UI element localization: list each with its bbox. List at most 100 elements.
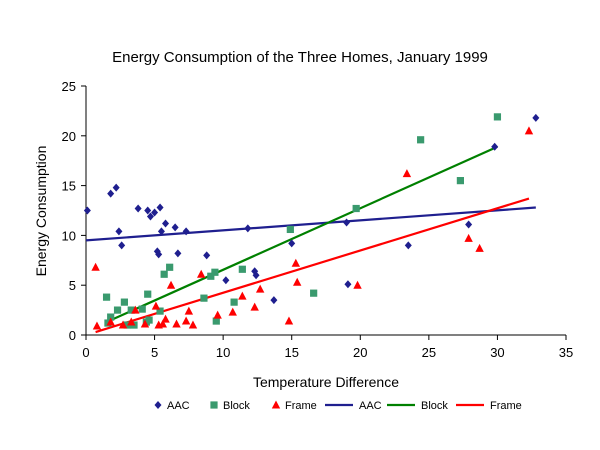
- data-point-block: [211, 268, 219, 276]
- data-point-aac: [112, 183, 120, 192]
- legend-label: AAC: [359, 400, 382, 412]
- y-tick-label: 25: [62, 79, 76, 94]
- legend-item-frame-scatter: Frame: [271, 400, 317, 412]
- data-point-frame: [188, 320, 198, 329]
- data-point-frame: [250, 302, 259, 311]
- x-tick-label: 25: [422, 345, 436, 360]
- data-point-frame: [291, 258, 301, 267]
- data-point-aac: [144, 206, 152, 215]
- fit-lines: [85, 145, 536, 334]
- legend-item-aac-line: AAC: [325, 400, 382, 412]
- data-point-aac: [343, 218, 351, 227]
- data-point-aac: [157, 227, 165, 236]
- legend-marker-block: [210, 401, 218, 409]
- data-point-frame: [213, 310, 222, 319]
- data-point-frame: [161, 314, 170, 323]
- legend-marker-aac: [154, 401, 162, 409]
- data-point-frame: [166, 280, 176, 289]
- data-point-block: [113, 306, 122, 314]
- data-point-block: [127, 306, 135, 314]
- data-point-block: [120, 298, 128, 306]
- data-point-frame: [106, 317, 115, 326]
- data-point-aac: [404, 241, 412, 250]
- data-point-block: [166, 263, 174, 271]
- data-point-frame: [92, 321, 102, 330]
- data-point-frame: [255, 284, 265, 293]
- chart-title: Energy Consumption of the Three Homes, J…: [112, 49, 488, 66]
- y-axis-label: Energy Consumption: [33, 146, 49, 277]
- data-point-aac: [146, 212, 154, 221]
- x-tick-label: 10: [216, 345, 230, 360]
- data-point-frame: [158, 319, 167, 328]
- data-point-aac: [174, 249, 182, 258]
- x-tick-label: 0: [82, 345, 89, 360]
- y-tick-label: 10: [62, 228, 76, 243]
- data-point-frame: [238, 291, 247, 300]
- legend-label: Block: [421, 400, 448, 412]
- x-axis-label: Temperature Difference: [253, 374, 399, 390]
- data-point-frame: [402, 169, 412, 178]
- data-point-block: [207, 272, 215, 280]
- legend-item-aac-scatter: AAC: [154, 400, 190, 412]
- data-point-aac: [203, 251, 211, 260]
- data-point-aac: [134, 204, 142, 213]
- data-point-aac: [115, 227, 123, 236]
- ticks: 0 5 10 15 20 25 30 35 0 5 10 15 20 25: [62, 79, 574, 360]
- data-point-block: [212, 317, 220, 325]
- x-tick-label: 20: [353, 345, 367, 360]
- data-point-aac: [151, 208, 159, 217]
- data-point-frame: [91, 262, 100, 271]
- data-point-frame: [293, 277, 302, 286]
- x-tick-label: 30: [490, 345, 504, 360]
- data-point-block: [102, 293, 111, 301]
- data-point-aac: [465, 220, 473, 229]
- data-point-aac: [107, 189, 115, 198]
- data-point-aac: [288, 239, 296, 248]
- data-point-aac: [83, 206, 91, 215]
- data-point-block: [456, 177, 464, 185]
- data-point-block: [144, 290, 152, 298]
- data-points: [83, 113, 540, 330]
- legend-marker-frame: [271, 400, 281, 409]
- data-point-aac: [532, 113, 540, 122]
- data-point-block: [286, 225, 294, 234]
- data-point-block: [156, 307, 164, 315]
- legend: AAC Block Frame AAC Block Frame: [154, 400, 522, 412]
- data-point-frame: [127, 317, 136, 326]
- trendline-block: [106, 145, 498, 324]
- data-point-frame: [475, 243, 484, 252]
- y-tick-label: 20: [62, 129, 76, 144]
- trendline-aac: [85, 206, 536, 242]
- data-point-block: [352, 204, 360, 213]
- data-point-frame: [284, 316, 294, 325]
- data-point-frame: [197, 269, 206, 278]
- data-point-aac: [252, 271, 260, 280]
- data-point-block: [238, 265, 246, 273]
- data-point-block: [145, 316, 153, 324]
- y-tick-label: 15: [62, 179, 76, 194]
- data-point-frame: [118, 320, 128, 329]
- data-point-block: [230, 298, 238, 306]
- data-point-aac: [162, 219, 170, 228]
- x-tick-label: 15: [284, 345, 298, 360]
- data-point-frame: [181, 316, 191, 325]
- data-point-block: [107, 313, 115, 321]
- data-point-frame: [172, 319, 181, 328]
- data-point-frame: [140, 319, 150, 328]
- data-point-aac: [155, 250, 163, 259]
- data-point-aac: [244, 224, 252, 233]
- x-tick-label: 35: [559, 345, 573, 360]
- data-point-block: [310, 289, 318, 297]
- x-tick-label: 5: [151, 345, 158, 360]
- data-point-aac: [491, 142, 499, 151]
- data-point-block: [160, 270, 168, 278]
- data-point-frame: [151, 301, 161, 310]
- data-point-aac: [222, 276, 230, 285]
- data-point-frame: [228, 307, 237, 316]
- legend-item-block-scatter: Block: [210, 400, 250, 412]
- data-point-frame: [353, 280, 362, 289]
- data-point-aac: [270, 296, 278, 305]
- data-point-frame: [524, 126, 534, 135]
